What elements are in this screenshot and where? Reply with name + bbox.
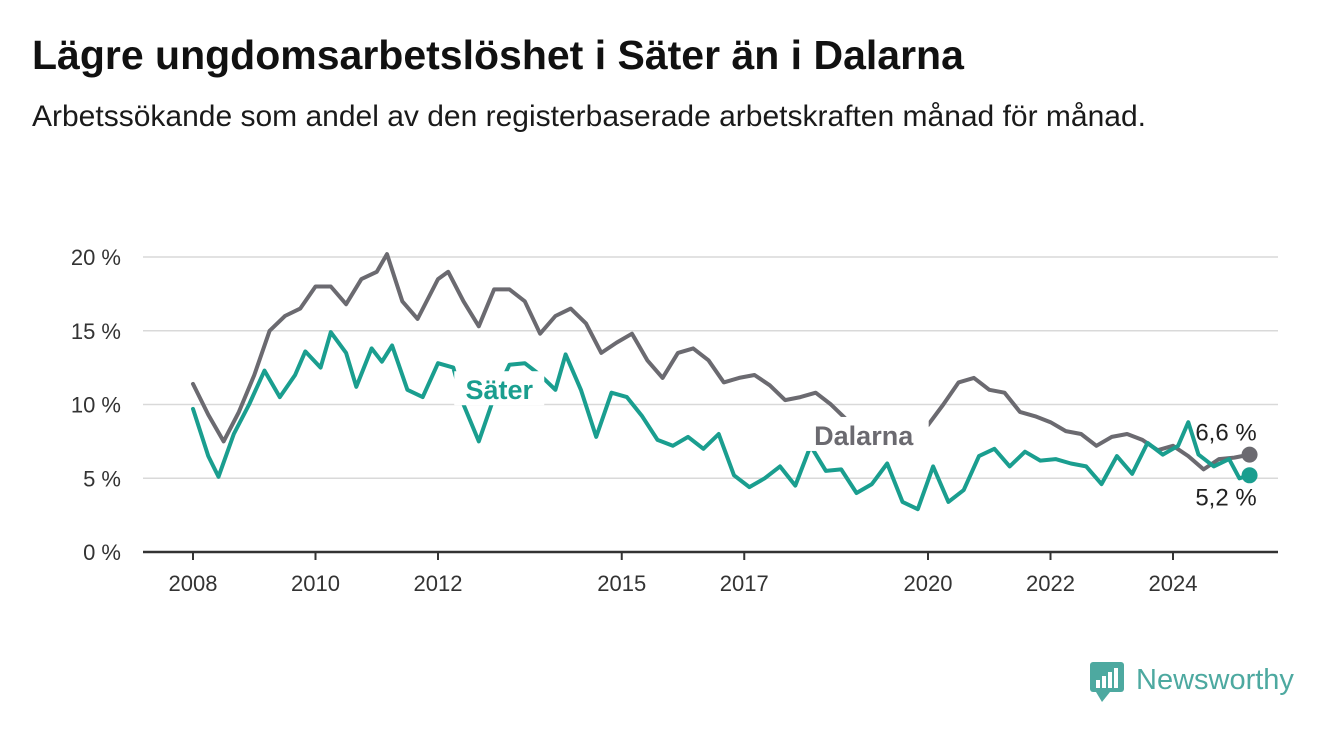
brand-name: Newsworthy — [1136, 664, 1294, 696]
series-end-dot — [1241, 446, 1258, 463]
chart-bubble-icon — [1090, 662, 1124, 702]
series-label: Dalarna — [814, 421, 914, 451]
x-tick-label: 2022 — [1026, 571, 1075, 596]
series-line-sater — [191, 330, 1252, 512]
y-tick-label: 20 % — [71, 245, 121, 270]
label-halo — [798, 416, 929, 451]
chart-subtitle: Arbetssökande som andel av den registerb… — [32, 100, 1146, 133]
x-tick-label: 2017 — [720, 571, 769, 596]
label-halo — [454, 371, 545, 406]
y-tick-label: 10 % — [71, 393, 121, 418]
y-tick-label: 5 % — [83, 466, 121, 491]
series-line-dalarna — [191, 252, 1252, 472]
x-tick-label: 2015 — [597, 571, 646, 596]
x-tick-label: 2008 — [169, 571, 218, 596]
series-lines — [191, 252, 1258, 512]
series-end-label: 6,6 % — [1195, 420, 1256, 447]
y-axis-ticks: 0 % 5 % 10 % 15 % 20 % — [71, 245, 121, 565]
x-tick-label: 2012 — [414, 571, 463, 596]
x-tick-label: 2020 — [904, 571, 953, 596]
x-tick-label: 2010 — [291, 571, 340, 596]
newsworthy-logo: Newsworthy — [1090, 662, 1294, 702]
x-tick-label: 2024 — [1149, 571, 1198, 596]
y-tick-label: 15 % — [71, 319, 121, 344]
x-axis-ticks: 2008 2010 2012 2015 2017 2020 2022 2024 — [169, 552, 1198, 596]
series-label: Säter — [465, 375, 533, 405]
series-end-dot — [1241, 467, 1258, 484]
y-tick-label: 0 % — [83, 540, 121, 565]
gridlines — [143, 256, 1278, 479]
series-end-label: 5,2 % — [1195, 484, 1256, 511]
series-labels: Dalarna 6,6 % Säter 5,2 % — [454, 371, 1257, 511]
chart-title: Lägre ungdomsarbetslöshet i Säter än i D… — [32, 32, 964, 78]
